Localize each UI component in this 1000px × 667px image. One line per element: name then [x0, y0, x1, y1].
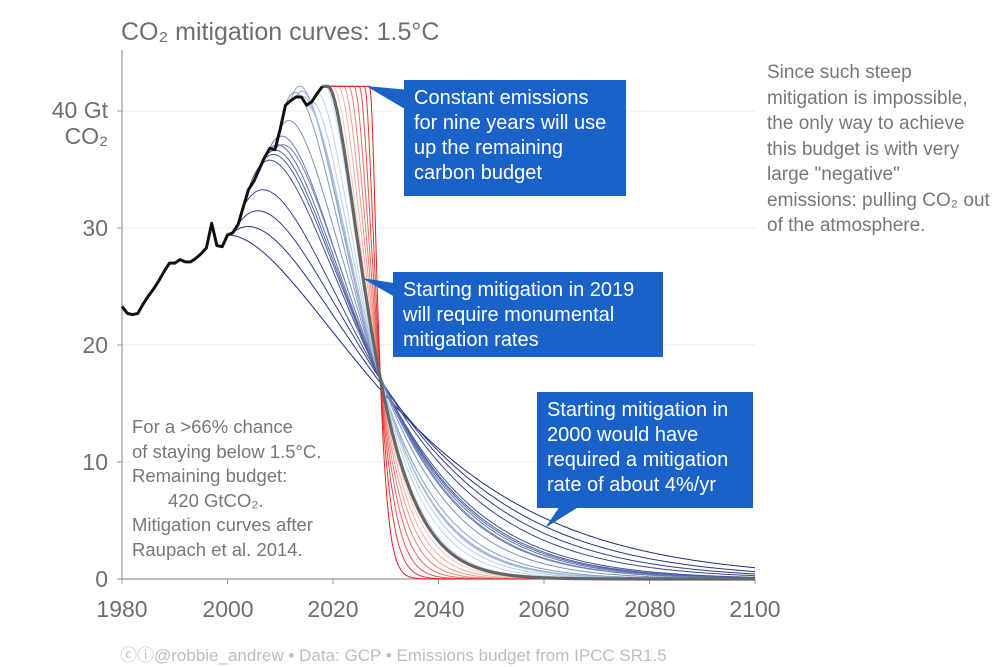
footer-author: @robbie_andrew: [154, 646, 284, 665]
callout-pointer: [362, 278, 400, 300]
historical-emissions-line: [120, 85, 324, 317]
mitigation-curve-2005: [253, 153, 755, 579]
footer-data-source: Data: GCP: [299, 646, 382, 665]
x-tick-label: 1980: [96, 596, 148, 622]
note-line: Raupach et al. 2014.: [132, 538, 303, 560]
note-line: of staying below 1.5°C.: [132, 440, 322, 462]
mitigation-curve-2019: [322, 84, 755, 581]
note-line: Mitigation curves after: [132, 514, 313, 535]
callout-pointer: [366, 86, 410, 112]
callout-start-2000: Starting mitigation in 2000 would have r…: [537, 392, 753, 508]
note-budget-value: 420 GtCO₂.: [168, 489, 264, 511]
y-tick-label: 0: [95, 566, 108, 592]
mitigation-curve-2009: [274, 144, 756, 579]
mitigation-curve-2001: [232, 226, 756, 573]
x-tick-label: 2100: [729, 596, 781, 622]
footer-budget-source: Emissions budget from IPCC SR1.5: [396, 646, 667, 665]
callout-pointer: [545, 506, 580, 528]
cc-by-icon: ⓒⓘ: [120, 646, 154, 665]
x-tick-label: 2020: [307, 596, 359, 622]
y-tick-label-40: 40 Gt: [51, 97, 108, 123]
x-tick-label: 2060: [518, 596, 570, 622]
x-tick-label: 2040: [413, 596, 465, 622]
budget-note: For a >66% chance of staying below 1.5°C…: [132, 415, 322, 562]
mitigation-curve-2007: [263, 144, 755, 579]
chart-title: CO₂ mitigation curves: 1.5°C: [121, 18, 440, 46]
x-tick-label: 2080: [624, 596, 676, 622]
callout-start-2019: Starting mitigation in 2019 will require…: [393, 272, 663, 357]
footer: ⓒⓘ@robbie_andrew • Data: GCP • Emissions…: [120, 641, 667, 666]
side-note: Since such steep mitigation is impossibl…: [767, 62, 990, 236]
callout-constant-emissions: Constant emissions for nine years will u…: [404, 80, 626, 196]
y-tick-label: 20: [82, 332, 108, 358]
y-axis-label: 40 Gt CO₂: [28, 97, 108, 149]
footer-separator: •: [288, 646, 295, 665]
y-tick-label: 10: [82, 449, 108, 475]
x-tick-label: 2000: [202, 596, 254, 622]
mitigation-curve-2002: [237, 210, 756, 575]
note-line: Remaining budget:: [132, 465, 288, 486]
note-line: For a >66% chance: [132, 416, 293, 437]
y-tick-label: 30: [82, 215, 108, 241]
mitigation-curve-2003: [242, 189, 756, 577]
mitigation-curve-2004: [248, 159, 755, 578]
y-unit-label: CO₂: [64, 123, 108, 149]
mitigation-curve-2000: [227, 234, 756, 569]
mitigation-curve-2008: [269, 135, 755, 579]
footer-separator: •: [385, 646, 392, 665]
